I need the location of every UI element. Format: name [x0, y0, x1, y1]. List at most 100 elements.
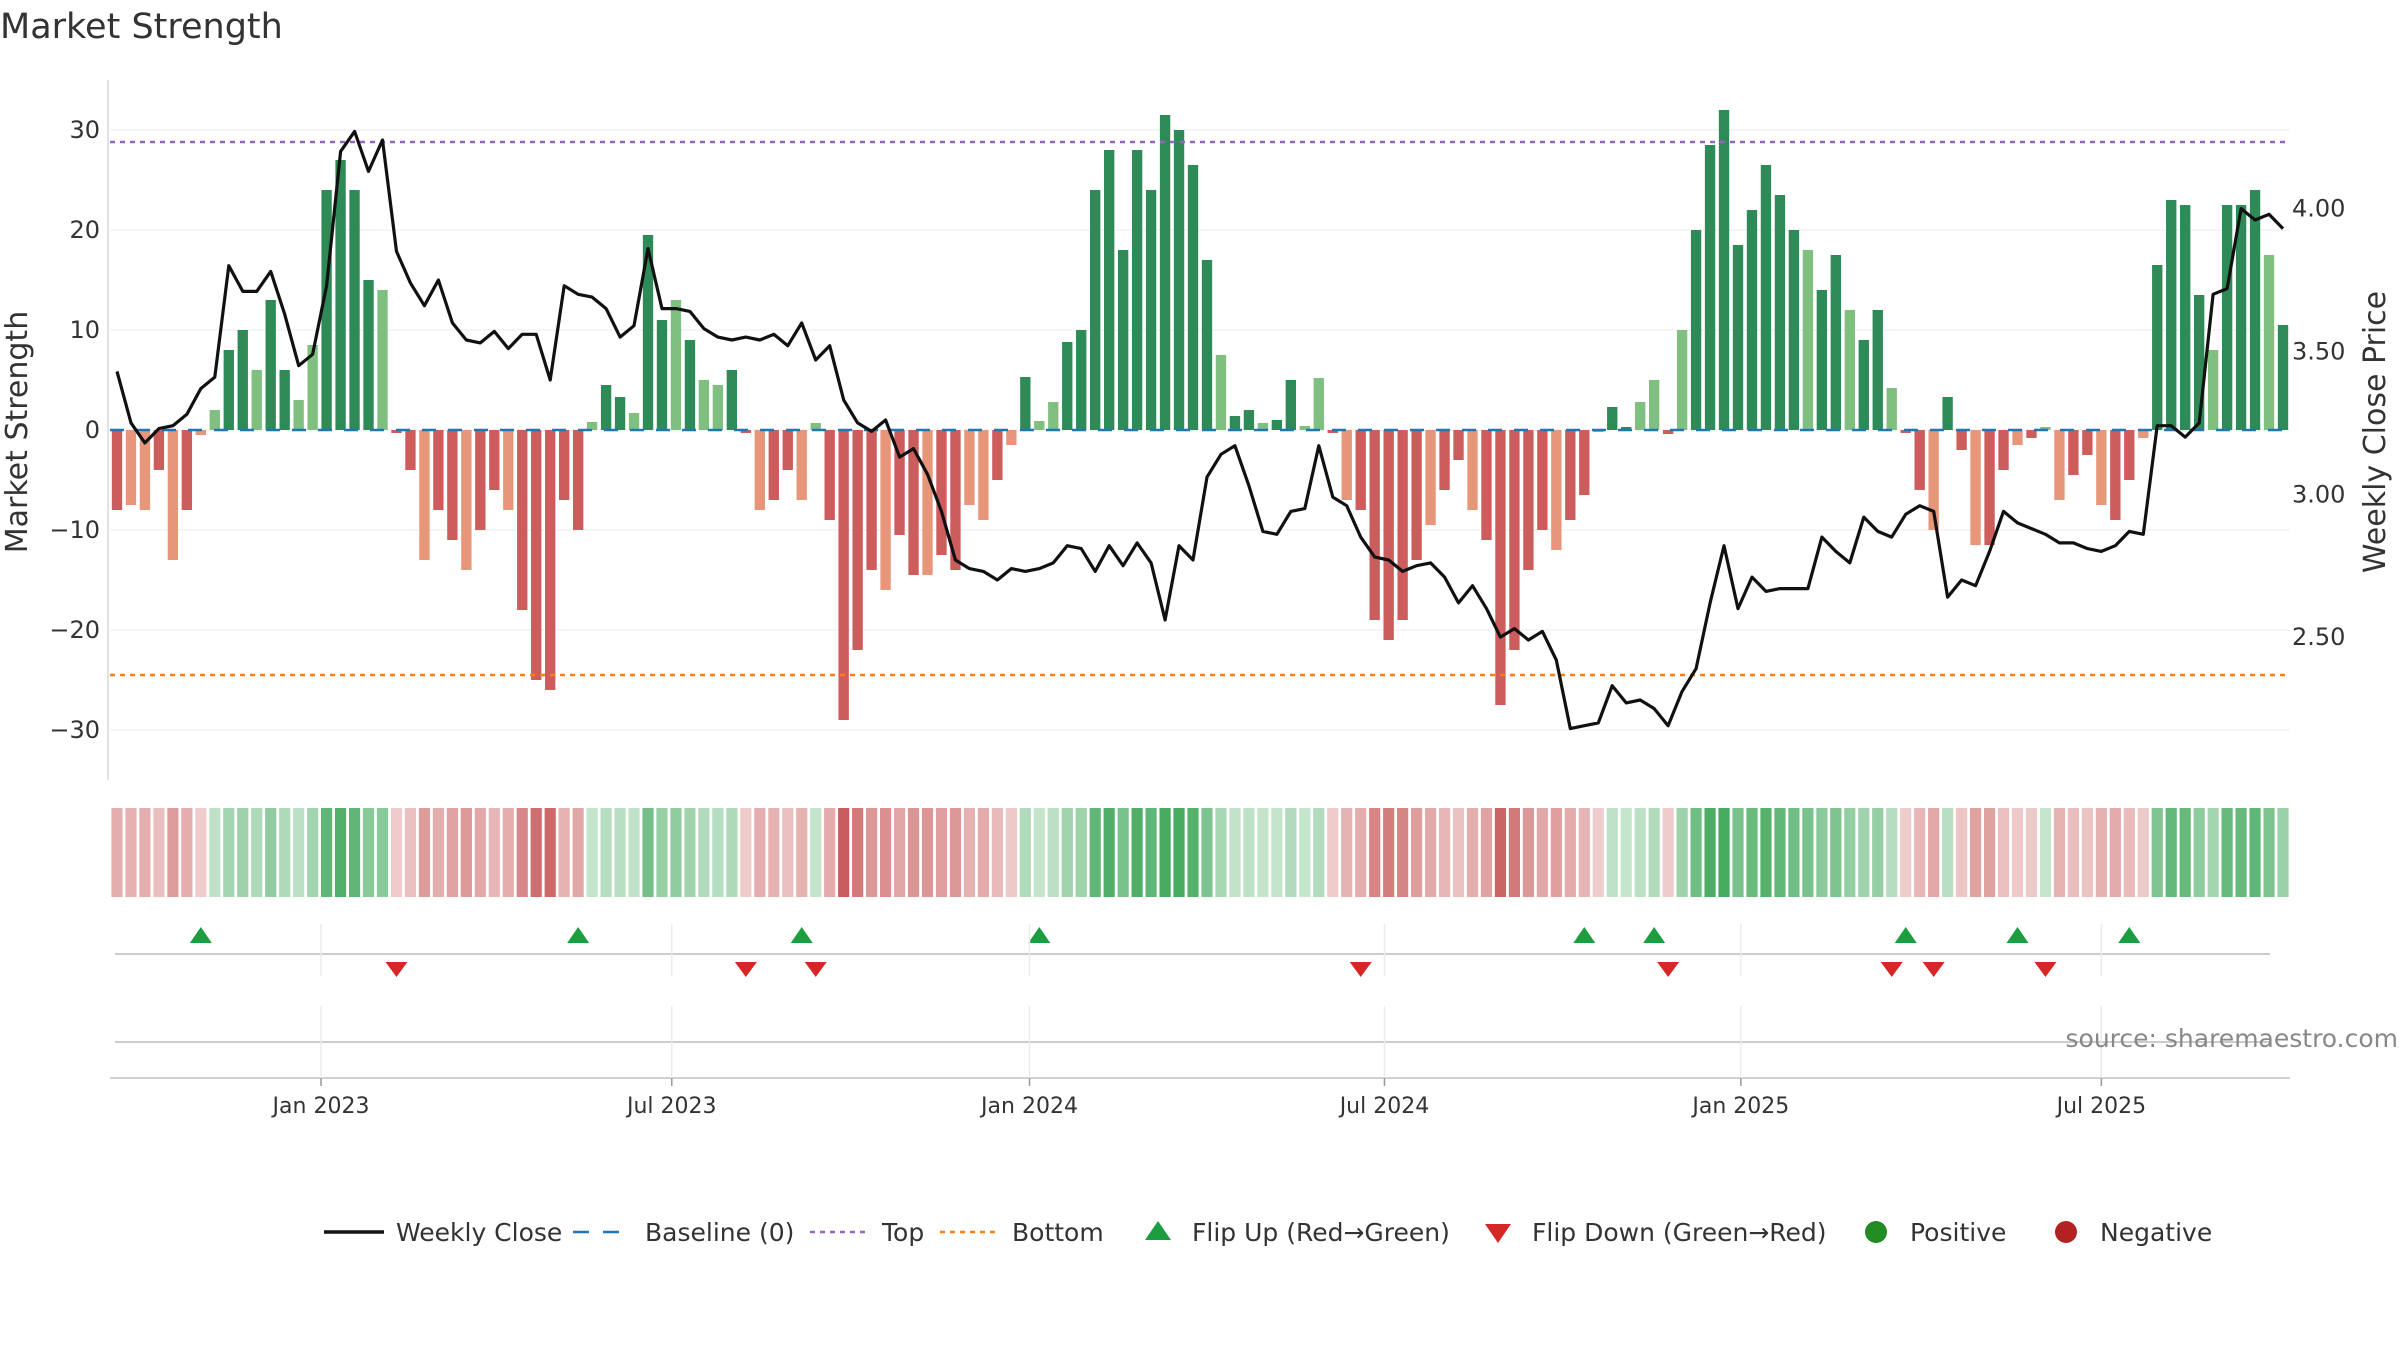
- strength-bar: [405, 430, 416, 470]
- strength-bar: [1858, 340, 1869, 430]
- strip-cell: [740, 808, 752, 897]
- strength-heat-strip: [111, 808, 2289, 897]
- strip-cell: [1201, 808, 1213, 897]
- strength-bar: [2040, 427, 2051, 430]
- strength-bar: [1607, 407, 1618, 430]
- strip-cell: [2109, 808, 2121, 897]
- strength-bar: [1215, 355, 1227, 430]
- date-tick-label: Jul 2024: [1338, 1094, 1430, 1119]
- right-tick-label: 2.50: [2292, 623, 2345, 651]
- strength-bar: [684, 340, 696, 430]
- flip-up-marker: [2006, 927, 2029, 943]
- left-tick-label: −10: [49, 516, 100, 544]
- strip-cell: [1872, 808, 1884, 897]
- strength-bar: [2054, 430, 2065, 500]
- strength-bar: [852, 430, 863, 650]
- strip-cell: [502, 808, 514, 897]
- strength-bar: [656, 320, 668, 430]
- strip-cell: [2193, 808, 2205, 897]
- strip-cell: [712, 808, 724, 897]
- strength-bar: [894, 430, 905, 535]
- strength-bar: [1173, 130, 1185, 430]
- flip-down-marker: [1349, 962, 1372, 977]
- strength-bar: [1341, 430, 1352, 500]
- strength-bar: [1886, 388, 1897, 430]
- strip-cell: [1956, 808, 1968, 897]
- strip-cell: [1285, 808, 1297, 897]
- strength-bar: [195, 430, 207, 435]
- strength-bar: [796, 430, 807, 500]
- strip-cell: [1173, 808, 1185, 897]
- strip-cell: [1047, 808, 1059, 897]
- strength-bar: [363, 280, 374, 430]
- strip-cell: [1704, 808, 1716, 897]
- strip-cell: [991, 808, 1003, 897]
- strip-cell: [963, 808, 976, 897]
- strip-cell: [237, 808, 249, 897]
- strength-bar: [377, 290, 388, 430]
- strip-cell: [376, 808, 389, 897]
- strength-bar: [1285, 380, 1297, 430]
- strength-bar: [1998, 430, 2009, 470]
- strength-bar: [265, 300, 276, 430]
- strip-cell: [181, 808, 193, 897]
- flip-down-marker: [734, 962, 757, 977]
- strength-bar: [209, 410, 220, 430]
- legend-label: Negative: [2100, 1218, 2212, 1247]
- strip-cell: [1760, 808, 1772, 897]
- strength-bar: [335, 160, 346, 430]
- strength-bar: [1621, 427, 1632, 430]
- flip-down-marker: [385, 962, 408, 977]
- legend-swatch: [2055, 1221, 2077, 1243]
- strip-cell: [265, 808, 277, 897]
- strength-bar: [1718, 110, 1730, 430]
- strength-bar: [1327, 430, 1338, 433]
- strength-bar: [978, 430, 989, 520]
- strength-bar: [2138, 430, 2149, 438]
- legend-item-negative: Negative: [2055, 1218, 2212, 1247]
- strength-bar: [1914, 430, 1925, 490]
- strip-cell: [1341, 808, 1353, 897]
- strip-cell: [1550, 808, 1562, 897]
- strength-bar: [1579, 430, 1590, 495]
- strength-bar: [1090, 190, 1101, 430]
- strength-bar: [1830, 255, 1842, 430]
- strength-bar: [2263, 255, 2275, 430]
- strip-cell: [1117, 808, 1129, 897]
- strength-bar: [936, 430, 947, 555]
- strength-bar: [908, 430, 919, 575]
- strip-cell: [362, 808, 375, 897]
- date-tick-label: Jan 2023: [271, 1094, 370, 1119]
- left-axis-title: Market Strength: [0, 311, 35, 553]
- strength-bar: [1187, 165, 1199, 430]
- strength-bar: [1732, 245, 1744, 430]
- strip-cell: [390, 808, 403, 897]
- strip-cell: [893, 808, 906, 897]
- strength-bar: [1257, 423, 1269, 430]
- strength-bar: [1984, 430, 1995, 545]
- strip-cell: [1257, 808, 1269, 897]
- left-tick-label: −30: [49, 716, 100, 744]
- strength-bar: [1355, 430, 1366, 510]
- strip-cell: [2137, 808, 2149, 897]
- strip-cell: [907, 808, 920, 897]
- strip-cell: [530, 808, 542, 897]
- strength-bar: [167, 430, 179, 560]
- strength-bar: [1397, 430, 1408, 620]
- strip-cell: [1313, 808, 1325, 897]
- strip-cell: [2179, 808, 2191, 897]
- strength-bar: [1369, 430, 1380, 620]
- main-grid: [107, 80, 2290, 780]
- flip-up-marker: [567, 927, 590, 943]
- strip-cell: [1005, 808, 1017, 897]
- strength-bar: [1006, 430, 1017, 445]
- strength-bar: [824, 430, 835, 520]
- strength-bar: [2180, 205, 2191, 430]
- strip-cell: [2249, 808, 2261, 897]
- strength-bar: [1159, 115, 1171, 430]
- flip-up-marker: [1894, 927, 1917, 943]
- legend-label: Top: [881, 1218, 924, 1247]
- strip-cell: [348, 808, 361, 897]
- strip-cell: [2123, 808, 2135, 897]
- strength-bar: [810, 423, 821, 430]
